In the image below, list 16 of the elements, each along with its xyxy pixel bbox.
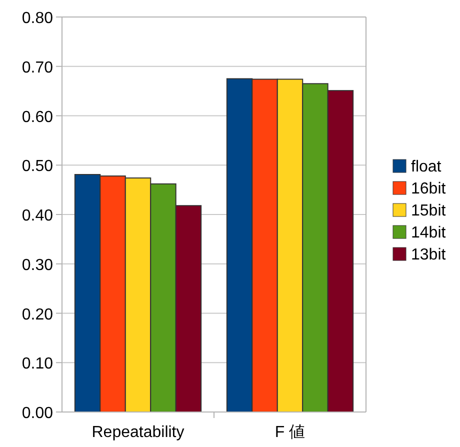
- legend-label: float: [411, 158, 442, 176]
- y-tick-label: 0.00: [22, 405, 54, 422]
- x-tick-label: Repeatability: [92, 424, 184, 441]
- y-tick-label: 0.20: [22, 306, 54, 324]
- y-tick-label: 0.10: [22, 356, 54, 373]
- y-tick-label: 0.50: [22, 158, 54, 176]
- y-tick-label: 0.40: [22, 208, 54, 224]
- legend-label: 16bit: [411, 180, 446, 198]
- legend-label: 14bit: [411, 224, 446, 242]
- legend-label: 13bit: [411, 246, 446, 264]
- legend-label: 15bit: [411, 202, 446, 220]
- y-tick-label: 0.60: [22, 108, 54, 126]
- y-tick-label: 0.70: [22, 59, 54, 76]
- y-tick-label: 0.80: [22, 10, 54, 27]
- y-tick-label: 0.30: [22, 256, 54, 274]
- x-tick-label: F 値: [274, 424, 306, 441]
